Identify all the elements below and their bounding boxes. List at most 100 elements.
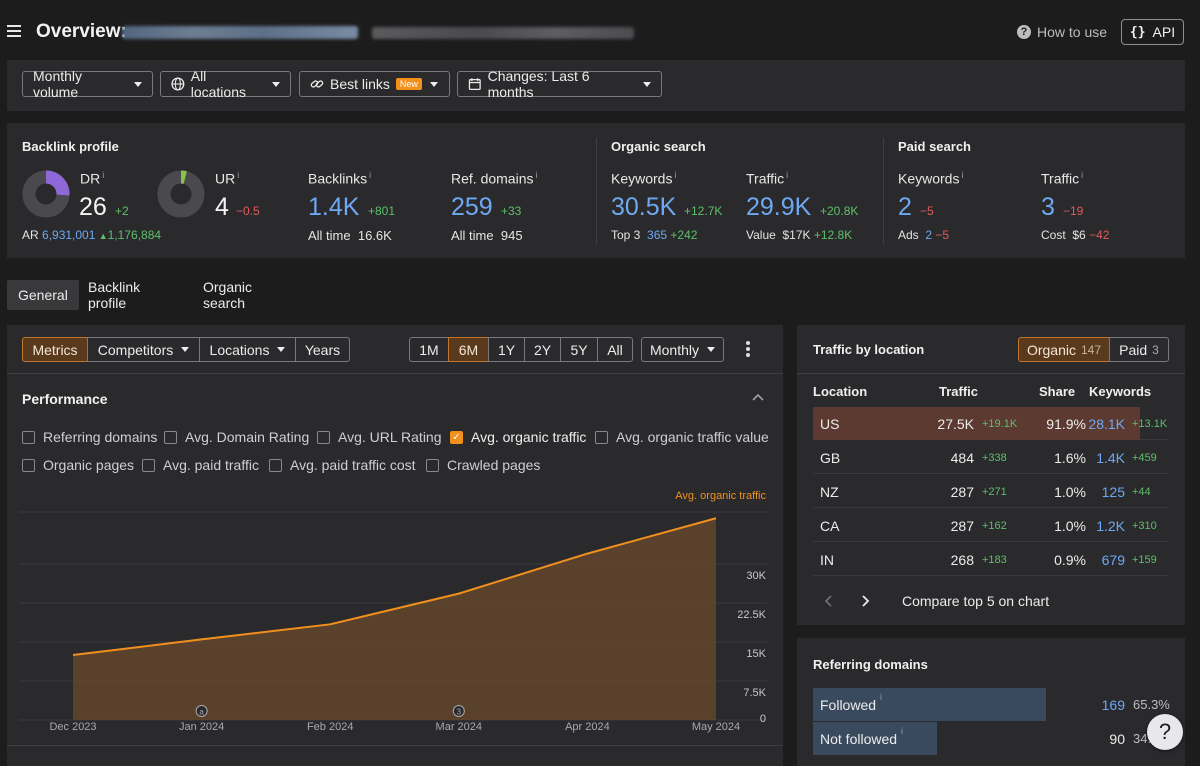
api-button[interactable]: {} API xyxy=(1121,19,1184,45)
paid-traffic-value[interactable]: 3 xyxy=(1041,193,1055,221)
links-label: Best links xyxy=(330,76,390,92)
checkbox-avg-paid-traffic[interactable]: Avg. paid traffic xyxy=(142,457,259,473)
blurred-target-url xyxy=(122,26,358,39)
metrics-toggle[interactable]: Metrics xyxy=(22,337,88,362)
traffic-value: 287 xyxy=(950,484,974,500)
chevron-right-icon[interactable] xyxy=(860,594,870,608)
chevron-left-icon[interactable] xyxy=(824,594,834,608)
keywords-delta: +459 xyxy=(1132,452,1157,464)
col-share: Share xyxy=(1039,384,1076,399)
divider xyxy=(797,373,1185,374)
changes-dropdown[interactable]: Changes: Last 6 months xyxy=(457,68,662,100)
keywords-value[interactable]: 1.2K xyxy=(1096,518,1125,534)
range-5y[interactable]: 5Y xyxy=(560,337,598,362)
ur-arc xyxy=(157,170,205,218)
how-to-use-link[interactable]: ? How to use xyxy=(1017,24,1107,40)
ref-domains-value[interactable]: 259 xyxy=(451,193,493,221)
keywords-value[interactable]: 125 xyxy=(1101,484,1125,500)
backlinks-value[interactable]: 1.4K xyxy=(308,193,360,221)
x-tick-label: Jan 2024 xyxy=(179,721,224,733)
tab-organic-search[interactable]: Organic search xyxy=(203,279,253,311)
volume-dropdown[interactable]: Monthly volume xyxy=(22,68,153,100)
row-percent: 65.3% xyxy=(1133,697,1170,712)
chart-legend-label: Avg. organic traffic xyxy=(675,490,766,502)
tab-general[interactable]: General xyxy=(7,280,79,310)
range-1m[interactable]: 1M xyxy=(409,337,449,362)
tab-backlink-profile[interactable]: Backlink profile xyxy=(88,279,141,311)
divider xyxy=(7,373,783,374)
compare-top5-link[interactable]: Compare top 5 on chart xyxy=(902,593,1050,609)
locations-dropdown[interactable]: All locations xyxy=(160,68,291,100)
more-options-icon[interactable] xyxy=(746,341,750,357)
page-title: Overview: xyxy=(36,21,127,42)
ar-value[interactable]: 6,931,001 xyxy=(42,228,96,242)
checkmark-icon: ✓ xyxy=(450,430,463,444)
interval-dropdown[interactable]: Monthly xyxy=(641,337,724,362)
table-row[interactable]: NZ 287 +271 1.0% 125 +44 xyxy=(813,475,1169,508)
top3-value[interactable]: 365 xyxy=(647,228,668,242)
referring-domains-heading: Referring domains xyxy=(813,657,928,672)
help-chat-button[interactable]: ? xyxy=(1147,714,1183,750)
caret-down-icon xyxy=(643,81,651,87)
row-count[interactable]: 169 xyxy=(1101,697,1125,713)
organic-toggle[interactable]: Organic 147 xyxy=(1018,337,1110,362)
locations-chart-dropdown[interactable]: Locations xyxy=(199,337,296,362)
organic-traffic-chart: Avg. organic traffic 0 7.5K 15K 22.5K 30K Dec … xyxy=(19,490,767,733)
table-row[interactable]: CA 287 +162 1.0% 1.2K +310 xyxy=(813,509,1169,542)
checkbox-organic-pages[interactable]: Organic pages xyxy=(22,457,134,473)
location-code: CA xyxy=(820,518,840,534)
table-row[interactable]: GB 484 +338 1.6% 1.4K +459 xyxy=(813,441,1169,474)
chevron-up-icon[interactable] xyxy=(751,393,765,402)
y-tick-label: 22.5K xyxy=(737,609,766,621)
checkbox-referring-domains[interactable]: Referring domains xyxy=(22,429,157,445)
range-1y[interactable]: 1Y xyxy=(488,337,525,362)
menu-icon[interactable] xyxy=(7,25,21,37)
caret-down-icon xyxy=(707,347,716,352)
keywords-value[interactable]: 28.1K xyxy=(1088,416,1125,432)
table-row[interactable]: US 27.5K +19.1K 91.9% 28.1K +13.1K xyxy=(813,407,1169,440)
organic-traffic-value[interactable]: 29.9K xyxy=(746,193,812,221)
y-tick-label: 0 xyxy=(760,713,766,725)
referring-domains-row[interactable]: Followed i 169 65.3% xyxy=(813,688,1170,721)
paid-toggle[interactable]: Paid 3 xyxy=(1109,337,1169,362)
traffic-value: 27.5K xyxy=(937,416,974,432)
info-icon[interactable]: i xyxy=(901,726,903,736)
share-value: 91.9% xyxy=(1046,416,1086,432)
range-6m[interactable]: 6M xyxy=(448,337,489,362)
share-value: 1.0% xyxy=(1054,518,1086,534)
checkbox-avg-url-rating[interactable]: Avg. URL Rating xyxy=(317,429,442,445)
api-label: API xyxy=(1152,24,1176,40)
checkbox-avg-organic-traffic[interactable]: ✓ Avg. organic traffic xyxy=(450,429,586,445)
table-row[interactable]: IN 268 +183 0.9% 679 +159 xyxy=(813,543,1169,576)
range-2y[interactable]: 2Y xyxy=(524,337,561,362)
checkbox-crawled-pages[interactable]: Crawled pages xyxy=(426,457,540,473)
paid-keywords-delta: −5 xyxy=(920,204,934,218)
organic-top3: Top 3 365 +242 xyxy=(611,228,698,242)
ref-domains-delta: +33 xyxy=(501,204,522,218)
referring-domains-row[interactable]: Not followed i 90 34. xyxy=(813,722,1169,755)
organic-keywords-value[interactable]: 30.5K xyxy=(611,193,677,221)
keywords-value[interactable]: 679 xyxy=(1101,552,1125,568)
info-icon[interactable]: i xyxy=(880,692,882,702)
link-icon xyxy=(310,80,324,88)
competitors-dropdown[interactable]: Competitors xyxy=(87,337,200,362)
ar-label: AR xyxy=(22,228,39,242)
backlinks-label: Backlinks i xyxy=(308,170,372,187)
links-dropdown[interactable]: Best links New xyxy=(299,71,450,97)
divider xyxy=(883,138,884,244)
y-tick-label: 7.5K xyxy=(743,687,766,699)
new-badge: New xyxy=(395,78,422,90)
paid-keywords-value[interactable]: 2 xyxy=(898,193,912,221)
backlink-profile-heading: Backlink profile xyxy=(22,139,119,154)
share-value: 0.9% xyxy=(1054,552,1086,568)
annotation-marker xyxy=(452,705,465,717)
col-location: Location xyxy=(813,384,868,399)
checkbox-avg-organic-traffic-value[interactable]: Avg. organic traffic value xyxy=(595,429,769,445)
keywords-value[interactable]: 1.4K xyxy=(1096,450,1125,466)
years-toggle[interactable]: Years xyxy=(295,337,350,362)
checkbox-avg-paid-traffic-cost[interactable]: Avg. paid traffic cost xyxy=(269,457,416,473)
ar-row: AR 6,931,001 ▲1,176,884 xyxy=(22,228,161,242)
volume-label: Monthly volume xyxy=(33,68,83,100)
checkbox-avg-domain-rating[interactable]: Avg. Domain Rating xyxy=(164,429,309,445)
range-all[interactable]: All xyxy=(597,337,633,362)
